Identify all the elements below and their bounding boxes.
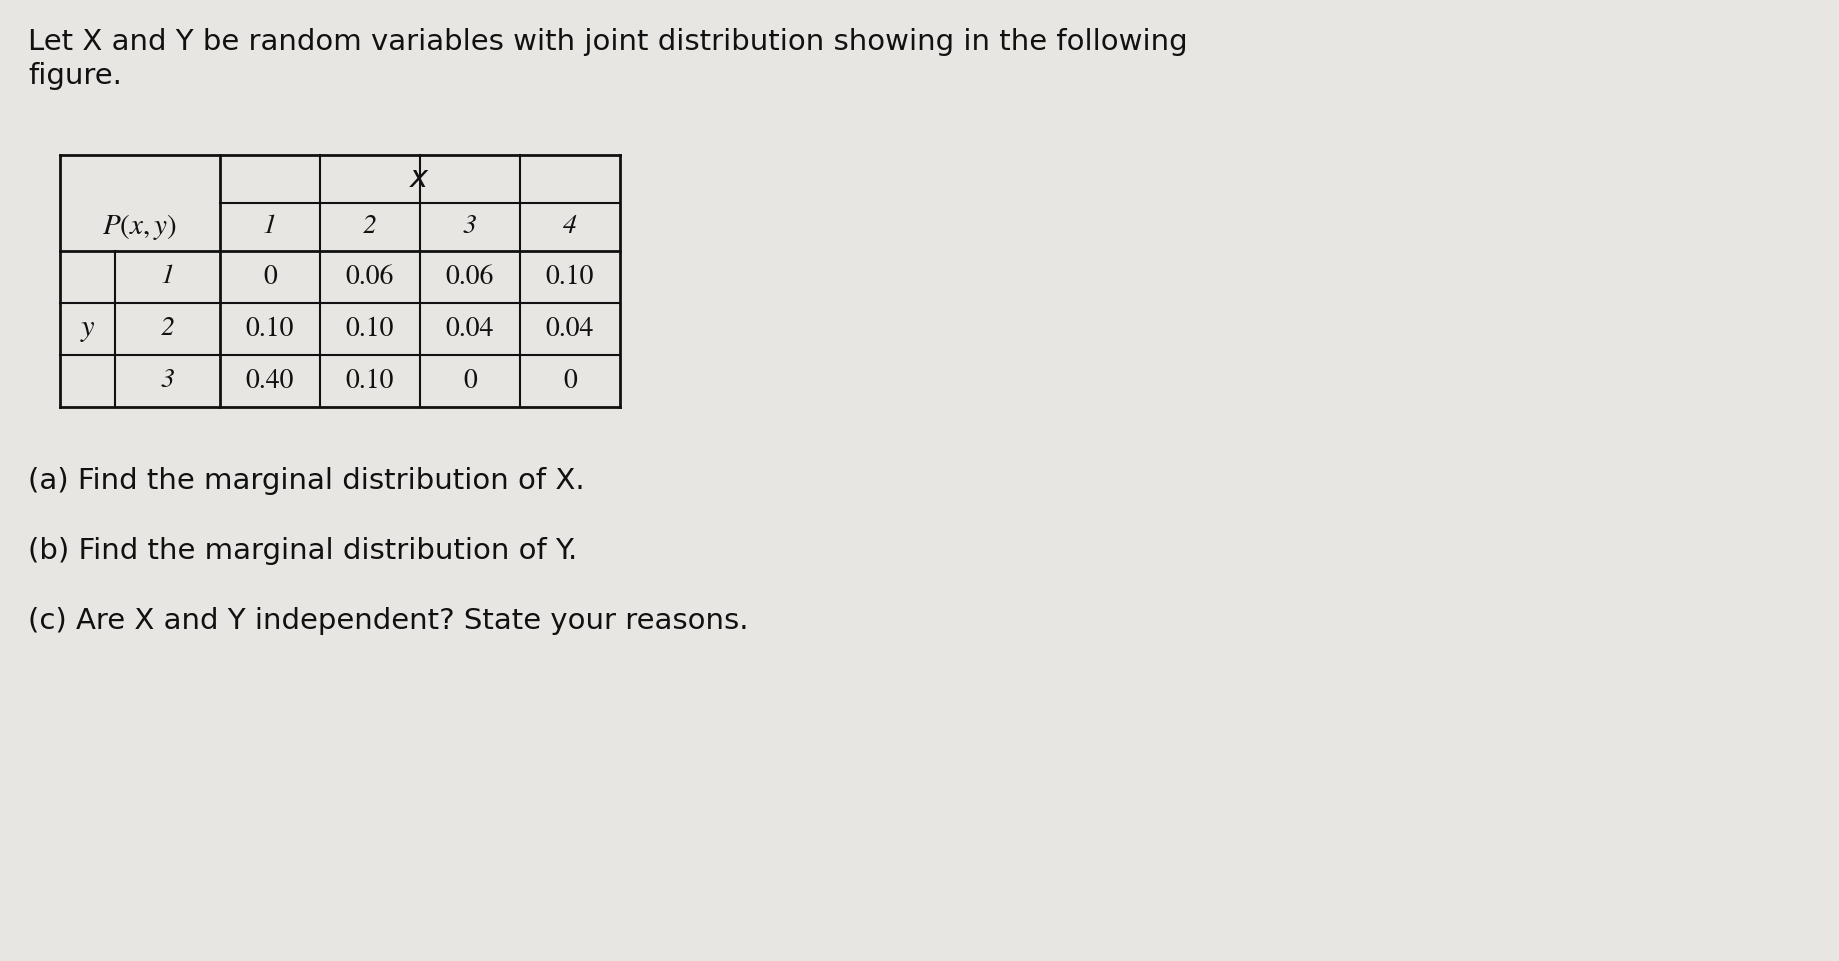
Text: 2: 2 [362, 214, 377, 239]
Text: 1: 1 [263, 214, 278, 239]
Text: 2: 2 [160, 317, 175, 341]
Text: 1: 1 [160, 264, 175, 289]
Text: $x$: $x$ [410, 165, 430, 193]
Text: $P(x, y)$: $P(x, y)$ [103, 212, 178, 242]
Text: 0.10: 0.10 [346, 316, 394, 341]
Text: 0: 0 [463, 368, 476, 394]
Text: 0.10: 0.10 [246, 316, 294, 341]
Text: $y$: $y$ [79, 314, 96, 343]
Text: 4: 4 [563, 214, 577, 239]
Text: 0.10: 0.10 [546, 264, 594, 289]
Text: 0.04: 0.04 [445, 316, 495, 341]
Text: (a) Find the marginal distribution of X.: (a) Find the marginal distribution of X. [28, 467, 585, 495]
Text: 0.04: 0.04 [546, 316, 594, 341]
Text: 0.40: 0.40 [246, 368, 294, 394]
Text: (b) Find the marginal distribution of Y.: (b) Find the marginal distribution of Y. [28, 537, 577, 565]
Text: (c) Are X and Y independent? State your reasons.: (c) Are X and Y independent? State your … [28, 607, 748, 635]
Text: 0.06: 0.06 [346, 264, 394, 289]
Text: 0.10: 0.10 [346, 368, 394, 394]
Text: 3: 3 [160, 369, 175, 393]
Text: Let X and Y be random variables with joint distribution showing in the following: Let X and Y be random variables with joi… [28, 28, 1188, 56]
Text: 0: 0 [263, 264, 278, 289]
Text: 0: 0 [563, 368, 577, 394]
Text: 0.06: 0.06 [445, 264, 495, 289]
Text: 3: 3 [463, 214, 476, 239]
Text: figure.: figure. [28, 62, 121, 90]
